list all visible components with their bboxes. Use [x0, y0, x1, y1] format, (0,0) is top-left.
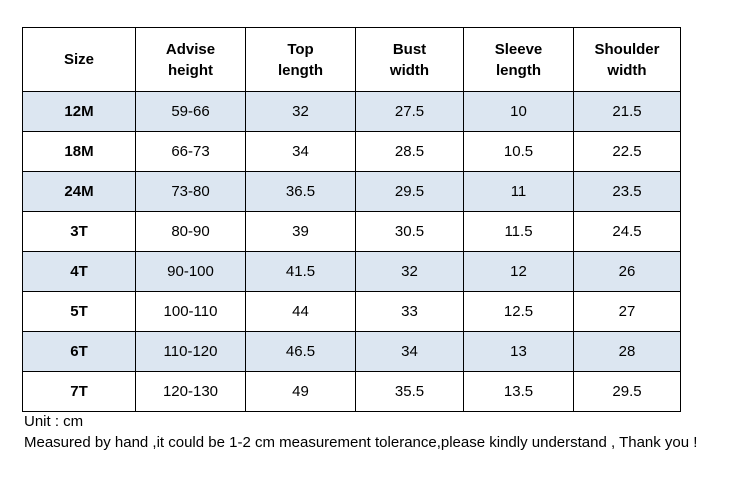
top-length-cell: 41.5 — [245, 251, 356, 292]
top-length-cell: 32 — [245, 91, 356, 132]
shoulder-width-cell: 21.5 — [573, 91, 681, 132]
sleeve-length-cell: 11 — [463, 171, 574, 212]
shoulder-width-cell: 27 — [573, 291, 681, 332]
sleeve-length-cell: 13 — [463, 331, 574, 372]
header-label-line1: Sleeve — [494, 40, 543, 58]
table-row: 18M 66-73 34 28.5 10.5 22.5 — [22, 131, 681, 172]
header-label-line1: Shoulder — [594, 40, 660, 58]
header-size-label: Size — [63, 51, 94, 68]
shoulder-width-cell: 26 — [573, 251, 681, 292]
bust-width-cell: 35.5 — [355, 371, 464, 412]
size-cell: 12M — [22, 91, 136, 132]
top-length-cell: 34 — [245, 131, 356, 172]
size-cell: 24M — [22, 171, 136, 212]
table-row: 4T 90-100 41.5 32 12 26 — [22, 251, 681, 292]
advise-height-cell: 110-120 — [135, 331, 246, 372]
sleeve-length-cell: 12 — [463, 251, 574, 292]
bust-width-cell: 34 — [355, 331, 464, 372]
advise-height-cell: 73-80 — [135, 171, 246, 212]
sleeve-length-cell: 13.5 — [463, 371, 574, 412]
sleeve-length-cell: 12.5 — [463, 291, 574, 332]
header-row: Size Advise height Top length Bust width Sl… — [22, 27, 681, 92]
top-length-cell: 44 — [245, 291, 356, 332]
header-bust-width: Bust width — [355, 27, 464, 92]
header-top-length: Top length — [245, 27, 356, 92]
top-length-cell: 36.5 — [245, 171, 356, 212]
bust-width-cell: 27.5 — [355, 91, 464, 132]
bust-width-cell: 32 — [355, 251, 464, 292]
bust-width-cell: 30.5 — [355, 211, 464, 252]
bust-width-cell: 33 — [355, 291, 464, 332]
size-chart-table: Size Advise height Top length Bust width Sl… — [22, 27, 681, 412]
header-label-line1: Bust — [392, 40, 427, 58]
header-sleeve-length: Sleeve length — [463, 27, 574, 92]
unit-note: Unit : cm — [24, 413, 84, 430]
size-cell: 5T — [22, 291, 136, 332]
size-cell: 18M — [22, 131, 136, 172]
top-length-cell: 49 — [245, 371, 356, 412]
header-label-line2: width — [389, 61, 430, 79]
header-size: Size — [22, 27, 136, 92]
size-cell: 7T — [22, 371, 136, 412]
advise-height-cell: 90-100 — [135, 251, 246, 292]
top-length-cell: 46.5 — [245, 331, 356, 372]
shoulder-width-cell: 24.5 — [573, 211, 681, 252]
advise-height-cell: 80-90 — [135, 211, 246, 252]
table-row: 6T 110-120 46.5 34 13 28 — [22, 331, 681, 372]
shoulder-width-cell: 29.5 — [573, 371, 681, 412]
shoulder-width-cell: 22.5 — [573, 131, 681, 172]
advise-height-cell: 120-130 — [135, 371, 246, 412]
advise-height-cell: 100-110 — [135, 291, 246, 332]
bust-width-cell: 29.5 — [355, 171, 464, 212]
bust-width-cell: 28.5 — [355, 131, 464, 172]
header-label-line1: Top — [287, 40, 314, 58]
advise-height-cell: 66-73 — [135, 131, 246, 172]
header-label-line2: width — [607, 61, 647, 79]
header-label-line2: height — [168, 61, 213, 79]
header-shoulder-width: Shoulder width — [573, 27, 681, 92]
table-row: 5T 100-110 44 33 12.5 27 — [22, 291, 681, 332]
header-advise-height: Advise height — [135, 27, 246, 92]
sleeve-length-cell: 10 — [463, 91, 574, 132]
table-row: 3T 80-90 39 30.5 11.5 24.5 — [22, 211, 681, 252]
shoulder-width-cell: 28 — [573, 331, 681, 372]
table-row: 24M 73-80 36.5 29.5 11 23.5 — [22, 171, 681, 212]
table-row: 7T 120-130 49 35.5 13.5 29.5 — [22, 371, 681, 412]
header-label-line2: length — [496, 61, 541, 79]
size-cell: 6T — [22, 331, 136, 372]
header-label-line1: Advise — [165, 40, 216, 58]
shoulder-width-cell: 23.5 — [573, 171, 681, 212]
tolerance-note: Measured by hand ,it could be 1-2 cm mea… — [24, 434, 698, 451]
top-length-cell: 39 — [245, 211, 356, 252]
advise-height-cell: 59-66 — [135, 91, 246, 132]
header-label-line2: length — [278, 61, 323, 79]
size-cell: 4T — [22, 251, 136, 292]
sleeve-length-cell: 11.5 — [463, 211, 574, 252]
size-cell: 3T — [22, 211, 136, 252]
table-row: 12M 59-66 32 27.5 10 21.5 — [22, 91, 681, 132]
sleeve-length-cell: 10.5 — [463, 131, 574, 172]
